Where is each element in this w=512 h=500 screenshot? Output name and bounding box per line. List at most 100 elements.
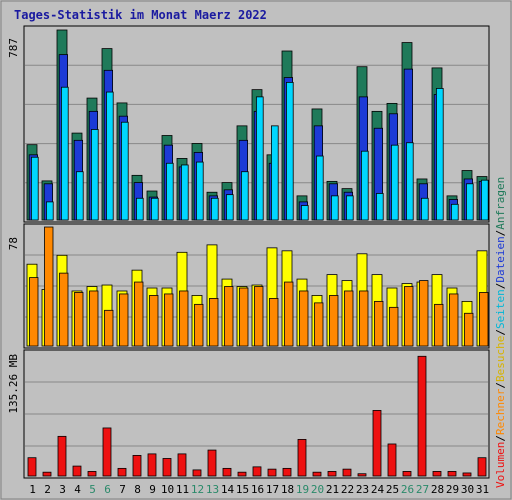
bar-seiten-day-28 — [435, 88, 444, 221]
legend-item-seiten: Seiten — [494, 289, 507, 329]
x-tick-label-day-6: 6 — [104, 483, 111, 496]
bar-volumen-day-23 — [357, 473, 367, 477]
bar-seiten-day-5 — [91, 129, 99, 221]
legend-item-dateien: Dateien — [494, 236, 507, 282]
bar-volumen-day-13 — [207, 449, 217, 477]
bar-rechner-day-3 — [59, 272, 69, 347]
x-tick-label-day-4: 4 — [74, 483, 81, 496]
bar-seiten-day-17 — [270, 125, 279, 221]
bar-rechner-day-23 — [359, 290, 369, 347]
bar-volumen-day-31 — [477, 457, 487, 477]
y-max-label-hits: 787 — [7, 38, 20, 58]
bar-volumen-day-4 — [72, 465, 82, 477]
bar-seiten-day-9 — [150, 197, 159, 221]
bar-rechner-day-15 — [239, 287, 249, 347]
bar-rechner-day-24 — [374, 300, 384, 347]
bar-rechner-day-11 — [179, 290, 189, 347]
bar-seiten-day-3 — [61, 86, 69, 221]
legend-item-separator: / — [494, 283, 507, 290]
bar-rechner-day-21 — [329, 295, 339, 347]
y-max-label-visits: 78 — [7, 237, 20, 250]
bar-rechner-day-14 — [224, 286, 234, 347]
x-tick-label-day-5: 5 — [89, 483, 96, 496]
legend-item-separator: / — [494, 382, 507, 389]
x-tick-label-day-21: 21 — [326, 483, 339, 496]
x-tick-label-day-18: 18 — [281, 483, 294, 496]
legend-item-volumen: Volumen — [494, 442, 507, 488]
bar-seiten-day-26 — [405, 142, 414, 221]
bar-seiten-day-19 — [300, 205, 309, 221]
right-legend: Volumen/Rechner/Besuche/Seiten/Dateien/A… — [494, 177, 507, 488]
bar-rechner-day-28 — [434, 303, 444, 347]
x-tick-label-day-23: 23 — [356, 483, 369, 496]
bar-rechner-day-19 — [299, 290, 309, 347]
bar-rechner-day-10 — [164, 293, 174, 347]
bar-seiten-day-4 — [76, 171, 84, 221]
legend-item-rechner: Rechner — [494, 388, 507, 435]
panel-visits-sites: 78 — [7, 223, 490, 349]
bar-rechner-day-25 — [389, 306, 399, 347]
x-tick-label-day-22: 22 — [341, 483, 354, 496]
bar-rechner-day-29 — [449, 293, 459, 347]
x-axis-day-labels: 1 2 3 4 5 6 7 8 9 10 11 12 13 14 15 16 17 18 19 20 21 22 23 24 2… — [29, 483, 489, 496]
bar-volumen-day-30 — [462, 472, 472, 477]
legend-item-besuche: Besuche — [494, 336, 507, 382]
bar-seiten-day-12 — [195, 161, 204, 221]
x-tick-label-day-3: 3 — [59, 483, 66, 496]
x-tick-label-day-11: 11 — [176, 483, 189, 496]
x-tick-label-day-12: 12 — [191, 483, 204, 496]
bar-volumen-day-3 — [57, 435, 67, 477]
right-legend-text: Volumen/Rechner/Besuche/Seiten/Dateien/A… — [494, 177, 507, 488]
x-tick-label-day-16: 16 — [251, 483, 264, 496]
bar-rechner-day-2 — [44, 226, 54, 347]
bar-rechner-day-9 — [149, 295, 159, 347]
bar-seiten-day-27 — [420, 197, 429, 221]
bar-volumen-day-8 — [132, 455, 142, 477]
bar-seiten-day-29 — [450, 203, 459, 221]
bar-volumen-day-7 — [117, 467, 127, 477]
x-tick-label-day-19: 19 — [296, 483, 309, 496]
x-tick-label-day-29: 29 — [446, 483, 459, 496]
bar-volumen-day-25 — [387, 443, 397, 477]
bar-rechner-day-22 — [344, 290, 354, 347]
bar-seiten-day-10 — [165, 162, 174, 221]
bar-seiten-day-13 — [210, 197, 219, 221]
bar-seiten-day-20 — [315, 155, 324, 221]
bar-seiten-day-18 — [285, 81, 294, 221]
x-tick-label-day-7: 7 — [119, 483, 126, 496]
bar-volumen-day-15 — [237, 471, 247, 477]
bar-volumen-day-11 — [177, 453, 187, 477]
x-tick-label-day-30: 30 — [461, 483, 474, 496]
bar-rechner-day-7 — [119, 293, 129, 347]
bar-seiten-day-24 — [375, 193, 384, 221]
bar-volumen-day-9 — [147, 453, 157, 477]
bar-seiten-day-22 — [345, 195, 354, 221]
bar-rechner-day-1 — [29, 277, 39, 347]
bar-volumen-day-14 — [222, 467, 232, 477]
panel-volume: 135.26 MB — [7, 349, 490, 479]
x-tick-label-day-24: 24 — [371, 483, 385, 496]
bar-volumen-day-22 — [342, 468, 352, 477]
bar-volumen-day-10 — [162, 458, 172, 477]
bar-rechner-day-4 — [74, 292, 84, 347]
x-tick-label-day-20: 20 — [311, 483, 324, 496]
bar-rechner-day-17 — [269, 298, 279, 347]
bar-rechner-day-18 — [284, 281, 294, 347]
bar-seiten-day-21 — [330, 195, 339, 221]
bar-rechner-day-5 — [89, 290, 99, 347]
bar-seiten-day-31 — [480, 179, 489, 221]
bar-seiten-day-6 — [106, 91, 114, 221]
bar-volumen-day-26 — [402, 471, 412, 477]
bar-rechner-day-27 — [419, 280, 429, 347]
legend-item-separator: / — [494, 230, 507, 237]
x-tick-label-day-10: 10 — [161, 483, 174, 496]
x-tick-label-day-26: 26 — [401, 483, 414, 496]
legend-item-anfragen: Anfragen — [494, 177, 507, 230]
bar-rechner-day-30 — [464, 312, 474, 347]
bar-rechner-day-31 — [479, 292, 489, 347]
bar-seiten-day-30 — [465, 183, 474, 221]
bar-volumen-day-20 — [312, 471, 322, 477]
bar-volumen-day-27 — [417, 355, 427, 477]
